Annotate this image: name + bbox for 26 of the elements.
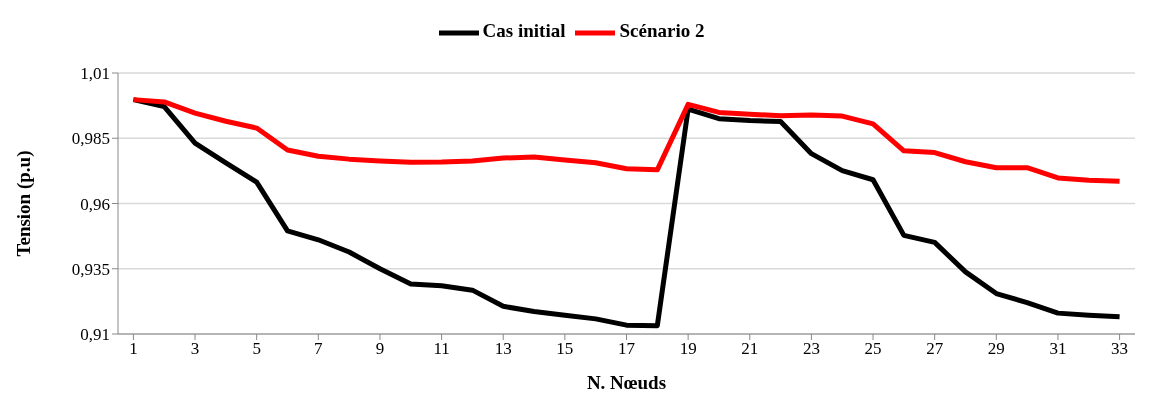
x-tick-label: 17 bbox=[618, 339, 636, 359]
x-tick-label: 5 bbox=[252, 339, 261, 359]
x-tick-label: 25 bbox=[864, 339, 882, 359]
x-tick-label: 15 bbox=[556, 339, 574, 359]
y-tick-label: 0,96 bbox=[80, 194, 110, 214]
x-tick-label: 9 bbox=[375, 339, 385, 359]
legend-label: Scénario 2 bbox=[619, 20, 705, 42]
x-tick-label: 7 bbox=[314, 339, 324, 359]
y-axis-title: Tension (p.u) bbox=[12, 150, 35, 257]
x-tick-label: 33 bbox=[1111, 339, 1129, 359]
x-tick-label: 11 bbox=[433, 339, 450, 359]
x-tick-label: 1 bbox=[129, 339, 138, 359]
x-tick-label: 19 bbox=[679, 339, 697, 359]
x-tick-label: 3 bbox=[190, 339, 200, 359]
legend-label: Cas initial bbox=[482, 20, 566, 42]
x-tick-label: 23 bbox=[802, 339, 820, 359]
x-tick-label: 31 bbox=[1049, 339, 1067, 359]
y-tick-label: 0,91 bbox=[80, 325, 110, 345]
x-tick-label: 21 bbox=[741, 339, 759, 359]
x-tick-label: 27 bbox=[926, 339, 944, 359]
x-axis-title: N. Nœuds bbox=[586, 372, 667, 393]
x-tick-label: 13 bbox=[494, 339, 512, 359]
y-tick-label: 0,985 bbox=[71, 129, 110, 149]
x-tick-label: 29 bbox=[987, 339, 1005, 359]
y-tick-label: 0,935 bbox=[71, 259, 110, 279]
y-tick-label: 1,01 bbox=[80, 64, 110, 84]
